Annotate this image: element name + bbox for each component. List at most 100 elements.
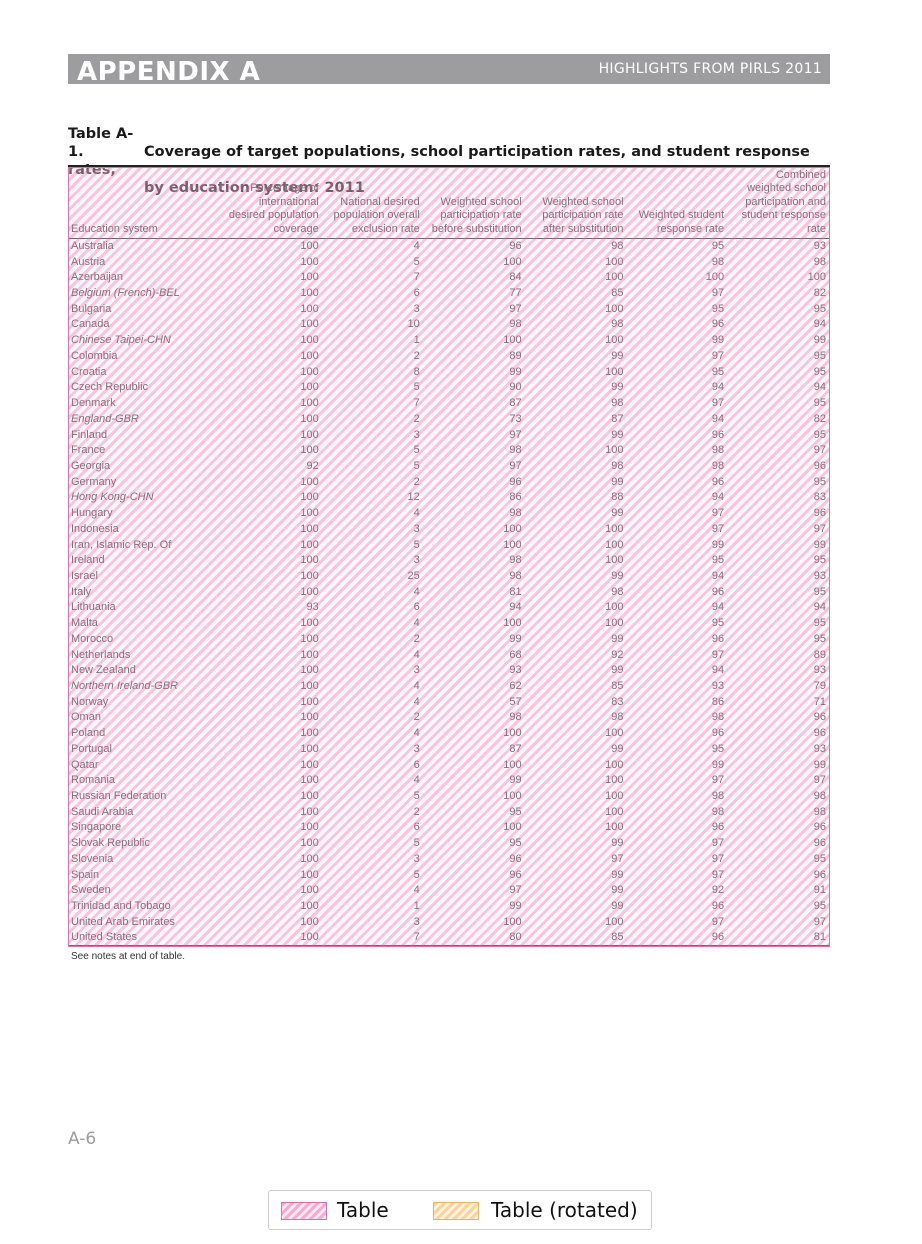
table-row: Ireland 100 3 98 100 95 95 — [68, 553, 830, 569]
value-cell: 96 — [711, 900, 725, 913]
value-cell: 96 — [813, 837, 826, 850]
value-cell: 98 — [813, 805, 826, 818]
value-cell: 100 — [300, 900, 319, 913]
value-cell: 5 — [413, 459, 420, 472]
value-cell: 100 — [705, 271, 725, 284]
value-cell: 100 — [300, 334, 319, 347]
value-cell: 4 — [413, 727, 420, 740]
education-system-cell: Azerbaijan — [71, 271, 123, 284]
education-system-cell: Netherlands — [71, 648, 131, 661]
value-cell: 100 — [605, 617, 624, 630]
value-cell: 87 — [611, 412, 624, 425]
value-cell: 5 — [413, 837, 420, 850]
value-cell: 4 — [413, 695, 420, 708]
education-system-cell: Chinese Taipei-CHN — [71, 334, 171, 347]
table-row: Trinidad and Tobago 100 1 99 99 96 95 — [68, 899, 830, 915]
value-cell: 100 — [605, 915, 624, 928]
value-cell: 99 — [813, 758, 826, 771]
value-cell: 83 — [611, 695, 624, 708]
value-cell: 99 — [611, 507, 624, 520]
education-system-cell: Colombia — [71, 349, 118, 362]
value-cell: 4 — [413, 240, 420, 253]
value-cell: 97 — [711, 648, 725, 661]
table-row: Oman 100 2 98 98 98 96 — [68, 710, 830, 726]
value-cell: 71 — [813, 695, 826, 708]
column-header: Education system — [71, 222, 158, 235]
value-cell: 5 — [413, 538, 420, 551]
value-cell: 100 — [605, 790, 624, 803]
legend-swatch-table — [281, 1202, 327, 1220]
value-cell: 100 — [300, 255, 319, 268]
education-system-cell: Austria — [71, 255, 106, 268]
value-cell: 96 — [813, 507, 826, 520]
value-cell: 85 — [611, 680, 624, 693]
value-cell: 97 — [711, 507, 725, 520]
value-cell: 97 — [711, 349, 725, 362]
value-cell: 87 — [509, 742, 522, 755]
value-cell: 100 — [605, 538, 624, 551]
value-cell: 95 — [813, 397, 826, 410]
table-row: Sweden 100 4 97 99 92 91 — [68, 883, 830, 899]
value-cell: 96 — [813, 727, 826, 740]
value-cell: 96 — [711, 632, 725, 645]
education-system-cell: Romania — [71, 774, 116, 787]
table-row: Croatia 100 8 99 100 95 95 — [68, 364, 830, 380]
value-cell: 98 — [509, 554, 522, 567]
value-cell: 98 — [509, 711, 522, 724]
value-cell: 97 — [509, 302, 522, 315]
value-cell: 100 — [300, 554, 319, 567]
table-row: Czech Republic 100 5 90 99 94 94 — [68, 380, 830, 396]
value-cell: 100 — [605, 601, 624, 614]
value-cell: 100 — [300, 381, 319, 394]
value-cell: 96 — [711, 931, 725, 944]
education-system-cell: Lithuania — [71, 601, 116, 614]
value-cell: 95 — [813, 554, 826, 567]
education-system-cell: Bulgaria — [71, 302, 112, 315]
value-cell: 100 — [300, 240, 319, 253]
value-cell: 92 — [711, 884, 725, 897]
value-cell: 100 — [605, 255, 624, 268]
value-cell: 95 — [813, 365, 826, 378]
value-cell: 95 — [813, 302, 826, 315]
value-cell: 8 — [413, 365, 420, 378]
value-cell: 100 — [300, 491, 319, 504]
value-cell: 99 — [611, 884, 624, 897]
value-cell: 100 — [300, 868, 319, 881]
table-row: Portugal 100 3 87 99 95 93 — [68, 742, 830, 758]
value-cell: 3 — [413, 522, 420, 535]
value-cell: 6 — [413, 821, 420, 834]
education-system-cell: Sweden — [71, 884, 111, 897]
value-cell: 6 — [413, 601, 420, 614]
column-header: Combined weighted school participation a… — [741, 169, 826, 235]
value-cell: 93 — [306, 601, 319, 614]
value-cell: 3 — [413, 302, 420, 315]
education-system-cell: Hungary — [71, 507, 113, 520]
value-cell: 3 — [413, 742, 420, 755]
value-cell: 90 — [509, 381, 522, 394]
value-cell: 100 — [300, 884, 319, 897]
value-cell: 97 — [813, 444, 826, 457]
value-cell: 95 — [711, 240, 725, 253]
value-cell: 99 — [711, 758, 725, 771]
table-row: Georgia 92 5 97 98 98 96 — [68, 459, 830, 475]
value-cell: 100 — [300, 648, 319, 661]
education-system-cell: New Zealand — [71, 664, 136, 677]
table-row: Bulgaria 100 3 97 100 95 95 — [68, 301, 830, 317]
value-cell: 94 — [711, 664, 725, 677]
value-cell: 96 — [711, 475, 725, 488]
value-cell: 99 — [611, 837, 624, 850]
value-cell: 97 — [509, 428, 522, 441]
table-row: Canada 100 10 98 98 96 94 — [68, 317, 830, 333]
value-cell: 87 — [509, 397, 522, 410]
table-row: Lithuania 93 6 94 100 94 94 — [68, 600, 830, 616]
table-row: Romania 100 4 99 100 97 97 — [68, 773, 830, 789]
value-cell: 100 — [300, 428, 319, 441]
education-system-cell: Slovenia — [71, 852, 114, 865]
value-cell: 96 — [711, 318, 725, 331]
value-cell: 84 — [509, 271, 522, 284]
column-header: National desired population overall excl… — [333, 195, 420, 235]
education-system-cell: France — [71, 444, 106, 457]
education-system-cell: Oman — [71, 711, 101, 724]
value-cell: 98 — [509, 507, 522, 520]
value-cell: 4 — [413, 680, 420, 693]
